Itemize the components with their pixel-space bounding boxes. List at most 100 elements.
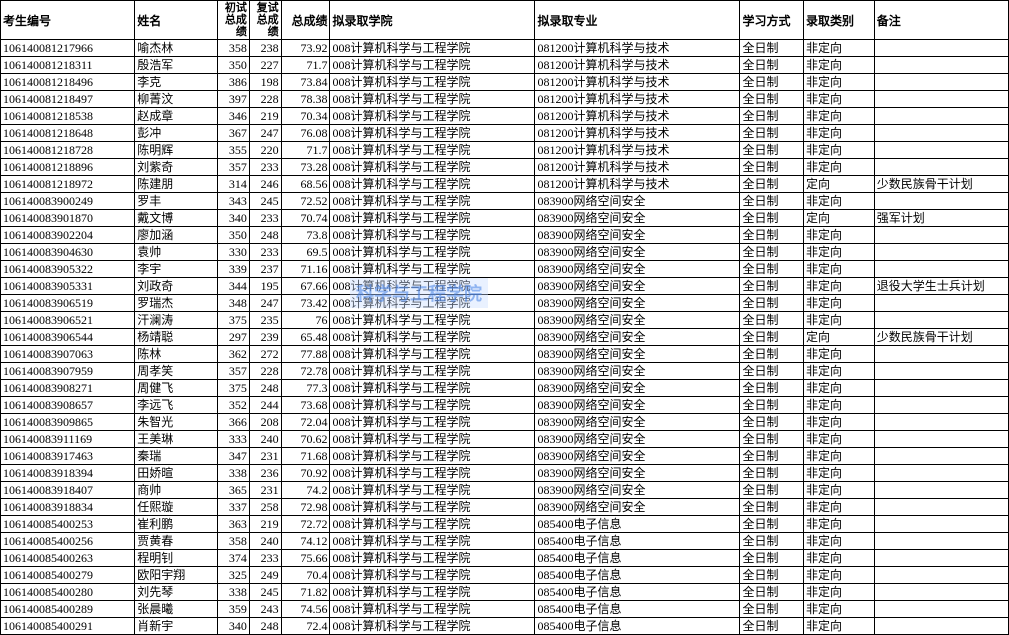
cell-name: 陈林 <box>135 346 218 363</box>
cell-cat: 非定向 <box>803 414 874 431</box>
cell-major: 083900网络空间安全 <box>535 278 740 295</box>
cell-note <box>874 397 1008 414</box>
cell-major: 083900网络空间安全 <box>535 210 740 227</box>
header-row: 考生编号 姓名 初试总成绩 复试总成绩 总成绩 拟录取学院 拟录取专业 学习方式… <box>1 1 1009 40</box>
table-row: 106140085400291肖新宇34024872.4008计算机科学与工程学… <box>1 618 1009 635</box>
table-row: 106140081218728陈明辉35522071.7008计算机科学与工程学… <box>1 142 1009 159</box>
cell-name: 李克 <box>135 74 218 91</box>
cell-total: 76 <box>281 312 330 329</box>
cell-total: 73.68 <box>281 397 330 414</box>
cell-major: 081200计算机科学与技术 <box>535 159 740 176</box>
table-row: 106140083908657李远飞35224473.68008计算机科学与工程… <box>1 397 1009 414</box>
cell-cat: 非定向 <box>803 227 874 244</box>
h-note: 备注 <box>874 1 1008 40</box>
cell-mode: 全日制 <box>740 176 803 193</box>
cell-mode: 全日制 <box>740 533 803 550</box>
cell-mode: 全日制 <box>740 142 803 159</box>
cell-name: 赵成章 <box>135 108 218 125</box>
cell-note: 少数民族骨干计划 <box>874 176 1008 193</box>
cell-name: 周健飞 <box>135 380 218 397</box>
cell-name: 杨靖聪 <box>135 329 218 346</box>
cell-s2: 272 <box>249 346 281 363</box>
cell-id: 106140083907959 <box>1 363 135 380</box>
cell-major: 083900网络空间安全 <box>535 329 740 346</box>
cell-name: 任熙璇 <box>135 499 218 516</box>
cell-major: 083900网络空间安全 <box>535 363 740 380</box>
cell-mode: 全日制 <box>740 227 803 244</box>
cell-major: 081200计算机科学与技术 <box>535 74 740 91</box>
cell-s1: 340 <box>218 210 250 227</box>
table-row: 106140081218538赵成章34621970.34008计算机科学与工程… <box>1 108 1009 125</box>
cell-id: 106140081218538 <box>1 108 135 125</box>
cell-s1: 339 <box>218 261 250 278</box>
cell-major: 083900网络空间安全 <box>535 244 740 261</box>
cell-college: 008计算机科学与工程学院 <box>330 74 535 91</box>
cell-id: 106140081218972 <box>1 176 135 193</box>
cell-id: 106140083905331 <box>1 278 135 295</box>
cell-mode: 全日制 <box>740 516 803 533</box>
cell-total: 72.72 <box>281 516 330 533</box>
cell-college: 008计算机科学与工程学院 <box>330 550 535 567</box>
cell-college: 008计算机科学与工程学院 <box>330 482 535 499</box>
cell-note <box>874 550 1008 567</box>
cell-total: 67.66 <box>281 278 330 295</box>
cell-s2: 231 <box>249 482 281 499</box>
cell-s2: 236 <box>249 465 281 482</box>
cell-college: 008计算机科学与工程学院 <box>330 397 535 414</box>
cell-cat: 非定向 <box>803 193 874 210</box>
cell-note <box>874 465 1008 482</box>
cell-major: 083900网络空间安全 <box>535 397 740 414</box>
cell-college: 008计算机科学与工程学院 <box>330 210 535 227</box>
cell-s2: 239 <box>249 329 281 346</box>
cell-cat: 非定向 <box>803 618 874 635</box>
cell-s2: 237 <box>249 261 281 278</box>
cell-id: 106140081218648 <box>1 125 135 142</box>
cell-id: 106140083908657 <box>1 397 135 414</box>
cell-total: 71.82 <box>281 584 330 601</box>
cell-cat: 非定向 <box>803 431 874 448</box>
cell-major: 085400电子信息 <box>535 550 740 567</box>
cell-s1: 375 <box>218 380 250 397</box>
cell-id: 106140083905322 <box>1 261 135 278</box>
h-college: 拟录取学院 <box>330 1 535 40</box>
cell-name: 喻杰林 <box>135 40 218 57</box>
cell-major: 085400电子信息 <box>535 584 740 601</box>
cell-note: 强军计划 <box>874 210 1008 227</box>
cell-note <box>874 142 1008 159</box>
cell-total: 74.2 <box>281 482 330 499</box>
cell-note <box>874 533 1008 550</box>
cell-major: 085400电子信息 <box>535 601 740 618</box>
cell-college: 008计算机科学与工程学院 <box>330 40 535 57</box>
table-row: 106140081218972陈建朋31424668.56008计算机科学与工程… <box>1 176 1009 193</box>
cell-id: 106140083918407 <box>1 482 135 499</box>
cell-note <box>874 227 1008 244</box>
cell-s2: 246 <box>249 176 281 193</box>
cell-total: 70.92 <box>281 465 330 482</box>
cell-name: 李远飞 <box>135 397 218 414</box>
table-row: 106140085400289张晨曦35924374.56008计算机科学与工程… <box>1 601 1009 618</box>
cell-college: 008计算机科学与工程学院 <box>330 567 535 584</box>
table-row: 106140083906519罗瑞杰34824773.42008计算机科学与工程… <box>1 295 1009 312</box>
cell-mode: 全日制 <box>740 448 803 465</box>
cell-name: 李宇 <box>135 261 218 278</box>
cell-note <box>874 125 1008 142</box>
cell-cat: 非定向 <box>803 261 874 278</box>
cell-id: 106140083906519 <box>1 295 135 312</box>
cell-note: 少数民族骨干计划 <box>874 329 1008 346</box>
cell-s2: 231 <box>249 448 281 465</box>
cell-mode: 全日制 <box>740 40 803 57</box>
cell-mode: 全日制 <box>740 278 803 295</box>
cell-s1: 397 <box>218 91 250 108</box>
cell-s1: 362 <box>218 346 250 363</box>
cell-note <box>874 431 1008 448</box>
cell-mode: 全日制 <box>740 295 803 312</box>
cell-name: 袁帅 <box>135 244 218 261</box>
cell-total: 72.52 <box>281 193 330 210</box>
cell-mode: 全日制 <box>740 244 803 261</box>
cell-s2: 247 <box>249 295 281 312</box>
cell-id: 106140083906544 <box>1 329 135 346</box>
cell-total: 77.88 <box>281 346 330 363</box>
cell-cat: 非定向 <box>803 516 874 533</box>
cell-cat: 非定向 <box>803 57 874 74</box>
cell-major: 083900网络空间安全 <box>535 312 740 329</box>
